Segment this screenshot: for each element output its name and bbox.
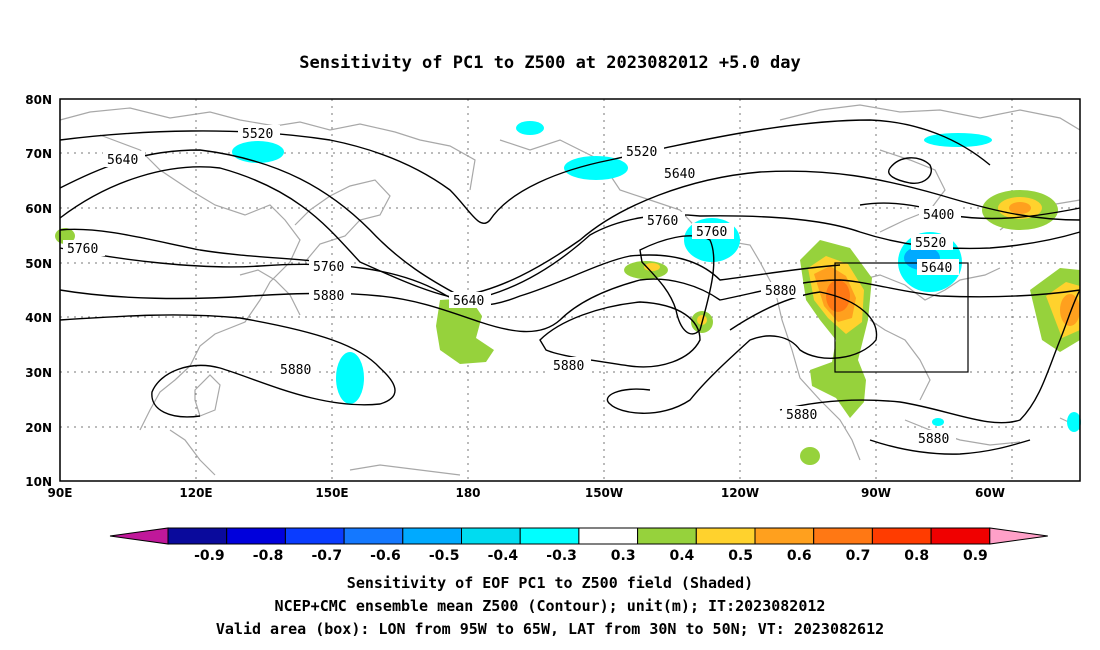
lon-tick: 90W bbox=[861, 486, 891, 500]
positive-anomaly bbox=[800, 447, 820, 465]
lat-tick: 40N bbox=[25, 311, 52, 325]
contour-label: 5640 bbox=[664, 167, 695, 182]
colorbar-label: 0.5 bbox=[728, 548, 753, 564]
lat-tick: 80N bbox=[25, 93, 52, 107]
colorbar-swatch bbox=[402, 527, 462, 545]
map-panel: 5520 5640 5760 5520 5640 5760 5760 5760 … bbox=[25, 93, 1081, 500]
contour-label: 5880 bbox=[313, 289, 344, 304]
colorbar-label: -0.5 bbox=[429, 548, 460, 564]
colorbar-label: -0.4 bbox=[488, 548, 519, 564]
lon-tick: 90E bbox=[48, 486, 73, 500]
colorbar-label: -0.8 bbox=[253, 548, 284, 564]
colorbar-swatch bbox=[637, 527, 697, 545]
colorbar-swatch bbox=[461, 527, 521, 545]
contour-label: 5760 bbox=[313, 260, 344, 275]
colorbar-label: 0.4 bbox=[669, 548, 694, 564]
contour-label: 5640 bbox=[107, 153, 138, 168]
colorbar-label: 0.8 bbox=[904, 548, 929, 564]
contour-label-group: 5520 5640 5760 5520 5640 5760 5760 5760 … bbox=[63, 125, 961, 447]
lat-tick: 20N bbox=[25, 421, 52, 435]
positive-anomaly bbox=[1009, 202, 1031, 214]
colorbar-label: -0.3 bbox=[546, 548, 577, 564]
negative-anomaly bbox=[336, 352, 364, 404]
contour-label: 5880 bbox=[280, 363, 311, 378]
longitude-axis: 90E 120E 150E 180 150W 120W 90W 60W bbox=[48, 486, 1005, 500]
contour-label: 5520 bbox=[242, 127, 273, 142]
contour-label: 5400 bbox=[923, 208, 954, 223]
colorbar: -0.9 -0.8 -0.7 -0.6 -0.5 -0.4 -0.3 0.3 0.4 0.5 0.6… bbox=[109, 527, 1048, 564]
lon-tick: 60W bbox=[975, 486, 1005, 500]
colorbar-label: -0.9 bbox=[194, 548, 225, 564]
colorbar-label: 0.9 bbox=[963, 548, 988, 564]
contour-label: 5880 bbox=[553, 359, 584, 374]
positive-anomaly bbox=[436, 298, 494, 364]
lon-tick: 150E bbox=[315, 486, 348, 500]
colorbar-label: 0.3 bbox=[611, 548, 636, 564]
colorbar-label: 0.7 bbox=[846, 548, 871, 564]
colorbar-swatch bbox=[754, 527, 815, 545]
contour-label: 5880 bbox=[918, 432, 949, 447]
contour-label: 5760 bbox=[696, 225, 727, 240]
lat-tick: 70N bbox=[25, 147, 52, 161]
caption-line-1: Sensitivity of EOF PC1 to Z500 field (Sh… bbox=[347, 574, 753, 592]
colorbar-label: -0.6 bbox=[370, 548, 401, 564]
negative-anomaly bbox=[1067, 412, 1081, 432]
lat-tick: 10N bbox=[25, 475, 52, 489]
caption-line-3: Valid area (box): LON from 95W to 65W, L… bbox=[216, 620, 884, 638]
colorbar-label: 0.6 bbox=[787, 548, 812, 564]
caption-line-2: NCEP+CMC ensemble mean Z500 (Contour); u… bbox=[275, 597, 826, 615]
contour-label: 5640 bbox=[453, 294, 484, 309]
colorbar-low-arrow bbox=[109, 527, 169, 545]
negative-anomaly bbox=[932, 418, 944, 426]
lon-tick: 120W bbox=[721, 486, 759, 500]
colorbar-swatch bbox=[226, 527, 286, 545]
map-frame bbox=[59, 98, 1081, 482]
negative-anomaly bbox=[564, 156, 628, 180]
lon-tick: 120E bbox=[179, 486, 212, 500]
colorbar-label: -0.7 bbox=[311, 548, 342, 564]
positive-anomaly bbox=[826, 280, 850, 312]
latitude-axis: 80N 70N 60N 50N 40N 30N 20N 10N bbox=[25, 93, 52, 489]
negative-anomaly bbox=[924, 133, 992, 147]
lon-tick: 150W bbox=[585, 486, 623, 500]
colorbar-swatch bbox=[519, 527, 580, 545]
contour-label: 5520 bbox=[626, 145, 657, 160]
colorbar-swatch bbox=[343, 527, 404, 545]
negative-anomaly bbox=[516, 121, 544, 135]
lat-tick: 50N bbox=[25, 257, 52, 271]
contour-label: 5880 bbox=[786, 408, 817, 423]
positive-anomaly bbox=[1060, 294, 1080, 326]
colorbar-swatch bbox=[695, 527, 756, 545]
positive-anomaly bbox=[624, 261, 668, 279]
colorbar-swatch bbox=[167, 527, 228, 545]
colorbar-swatch bbox=[578, 527, 639, 545]
lon-tick: 180 bbox=[455, 486, 480, 500]
contour-label: 5640 bbox=[921, 261, 952, 276]
lat-tick: 60N bbox=[25, 202, 52, 216]
colorbar-swatch bbox=[284, 527, 345, 545]
contour-label: 5760 bbox=[67, 242, 98, 257]
contour-label: 5760 bbox=[647, 214, 678, 229]
map-title: Sensitivity of PC1 to Z500 at 2023082012… bbox=[299, 53, 801, 73]
sensitivity-shading bbox=[55, 121, 1081, 465]
contour-label: 5880 bbox=[765, 284, 796, 299]
colorbar-swatch bbox=[813, 527, 873, 545]
colorbar-swatch bbox=[930, 527, 991, 545]
contour-label: 5520 bbox=[915, 236, 946, 251]
colorbar-high-arrow bbox=[989, 527, 1048, 545]
lat-tick: 30N bbox=[25, 366, 52, 380]
valid-area-box bbox=[834, 262, 969, 373]
colorbar-swatch bbox=[871, 527, 932, 545]
negative-anomaly bbox=[232, 141, 284, 163]
